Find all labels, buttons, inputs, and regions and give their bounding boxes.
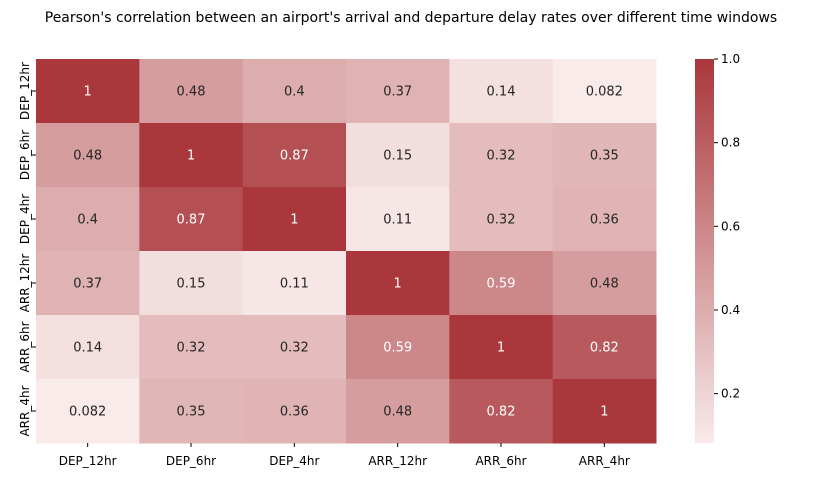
cell-arr-4hr-dep-12hr — [36, 379, 140, 444]
cell-value-label: 0.87 — [280, 149, 309, 164]
heatmap-cells — [36, 59, 657, 444]
cell-dep-6hr-arr-12hr — [346, 123, 450, 188]
cell-dep-6hr-dep-6hr — [139, 123, 244, 188]
x-tick-label: DEP_12hr — [59, 454, 117, 468]
chart-title: Pearson's correlation between an airport… — [45, 10, 777, 26]
cell-value-label: 0.37 — [73, 277, 102, 292]
cell-arr-6hr-dep-12hr — [36, 315, 140, 380]
cell-dep-12hr-dep-12hr — [36, 59, 140, 124]
cell-value-label: 1 — [187, 149, 195, 164]
x-tick-label: ARR_6hr — [475, 454, 526, 468]
cell-value-label: 0.15 — [177, 277, 206, 292]
cell-dep-4hr-dep-4hr — [242, 187, 347, 252]
colorbar-tick-label: 0.2 — [721, 387, 740, 401]
cell-arr-6hr-arr-4hr — [552, 315, 657, 380]
cell-value-label: 0.15 — [383, 149, 412, 164]
cell-value-label: 0.11 — [280, 277, 309, 292]
cell-dep-4hr-arr-4hr — [552, 187, 657, 252]
cell-value-label: 0.32 — [280, 341, 309, 356]
cell-dep-12hr-dep-6hr — [139, 59, 244, 124]
y-tick-label: ARR_12hr — [18, 254, 32, 313]
cell-dep-4hr-arr-6hr — [449, 187, 554, 252]
cell-value-label: 0.82 — [487, 405, 516, 420]
y-tick-label: ARR_4hr — [18, 385, 32, 436]
cell-arr-4hr-dep-6hr — [139, 379, 244, 444]
cell-value-label: 1 — [394, 277, 402, 292]
colorbar-tick-label: 0.6 — [721, 219, 740, 233]
cell-arr-12hr-arr-6hr — [449, 251, 554, 316]
cell-value-label: 0.48 — [383, 405, 412, 420]
cell-dep-6hr-arr-4hr — [552, 123, 657, 188]
cell-value-label: 0.32 — [487, 149, 516, 164]
cell-value-label: 0.32 — [177, 341, 206, 356]
cell-value-label: 0.082 — [586, 85, 623, 100]
heatmap-value-labels: 1 0.48 0.4 0.37 0.14 0.082 0.48 1 0.87 0.15 0.32 0.… — [69, 85, 623, 420]
cell-arr-4hr-arr-4hr — [552, 379, 657, 444]
y-tick-label: DEP_4hr — [18, 194, 32, 244]
cell-value-label: 1 — [600, 405, 608, 420]
cell-value-label: 0.35 — [177, 405, 206, 420]
cell-value-label: 0.14 — [73, 341, 102, 356]
cell-dep-12hr-arr-4hr — [552, 59, 657, 124]
cell-value-label: 0.87 — [177, 213, 206, 228]
cell-dep-6hr-dep-4hr — [242, 123, 347, 188]
cell-value-label: 0.4 — [77, 213, 98, 228]
x-axis: DEP_12hr DEP_6hr DEP_4hr ARR_12hr ARR_6hr ARR… — [59, 443, 630, 468]
cell-dep-12hr-arr-12hr — [346, 59, 450, 124]
x-tick-label: ARR_12hr — [368, 454, 427, 468]
cell-value-label: 0.35 — [590, 149, 619, 164]
cell-value-label: 0.11 — [383, 213, 412, 228]
cell-arr-4hr-arr-12hr — [346, 379, 450, 444]
y-tick-label: ARR_6hr — [18, 321, 32, 372]
cell-arr-6hr-dep-6hr — [139, 315, 244, 380]
cell-arr-6hr-arr-6hr — [449, 315, 554, 380]
y-tick-label: DEP_6hr — [18, 130, 32, 180]
x-tick-label: DEP_6hr — [166, 454, 216, 468]
cell-arr-12hr-dep-12hr — [36, 251, 140, 316]
cell-dep-12hr-arr-6hr — [449, 59, 554, 124]
cell-value-label: 0.37 — [383, 85, 412, 100]
cell-dep-6hr-arr-6hr — [449, 123, 554, 188]
cell-arr-12hr-dep-6hr — [139, 251, 244, 316]
cell-dep-6hr-dep-12hr — [36, 123, 140, 188]
cell-arr-12hr-arr-12hr — [346, 251, 450, 316]
cell-arr-6hr-dep-4hr — [242, 315, 347, 380]
colorbar-tick-label: 1.0 — [721, 52, 740, 66]
cell-arr-12hr-arr-4hr — [552, 251, 657, 316]
cell-value-label: 0.4 — [284, 85, 305, 100]
cell-arr-12hr-dep-4hr — [242, 251, 347, 316]
cell-value-label: 1 — [497, 341, 505, 356]
cell-dep-4hr-dep-6hr — [139, 187, 244, 252]
colorbar-ticks: 0.2 0.4 0.6 0.8 1.0 — [714, 52, 740, 401]
cell-value-label: 0.48 — [177, 85, 206, 100]
x-tick-label: ARR_4hr — [579, 454, 630, 468]
cell-value-label: 1 — [84, 85, 92, 100]
x-tick-label: DEP_4hr — [269, 454, 319, 468]
cell-arr-4hr-arr-6hr — [449, 379, 554, 444]
cell-value-label: 1 — [290, 213, 298, 228]
cell-value-label: 0.14 — [487, 85, 516, 100]
cell-value-label: 0.59 — [487, 277, 516, 292]
cell-value-label: 0.36 — [280, 405, 309, 420]
cell-arr-4hr-dep-4hr — [242, 379, 347, 444]
y-axis: DEP_12hr DEP_6hr DEP_4hr ARR_12hr ARR_6hr ARR… — [18, 62, 36, 437]
cell-value-label: 0.59 — [383, 341, 412, 356]
cell-value-label: 0.82 — [590, 341, 619, 356]
cell-value-label: 0.32 — [487, 213, 516, 228]
cell-value-label: 0.082 — [69, 405, 106, 420]
colorbar-tick-label: 0.4 — [721, 303, 740, 317]
cell-dep-4hr-arr-12hr — [346, 187, 450, 252]
colorbar-tick-label: 0.8 — [721, 136, 740, 150]
cell-value-label: 0.48 — [590, 277, 619, 292]
cell-value-label: 0.36 — [590, 213, 619, 228]
cell-value-label: 0.48 — [73, 149, 102, 164]
colorbar — [695, 59, 714, 443]
cell-arr-6hr-arr-12hr — [346, 315, 450, 380]
y-tick-label: DEP_12hr — [18, 62, 32, 120]
cell-dep-4hr-dep-12hr — [36, 187, 140, 252]
cell-dep-12hr-dep-4hr — [242, 59, 347, 124]
